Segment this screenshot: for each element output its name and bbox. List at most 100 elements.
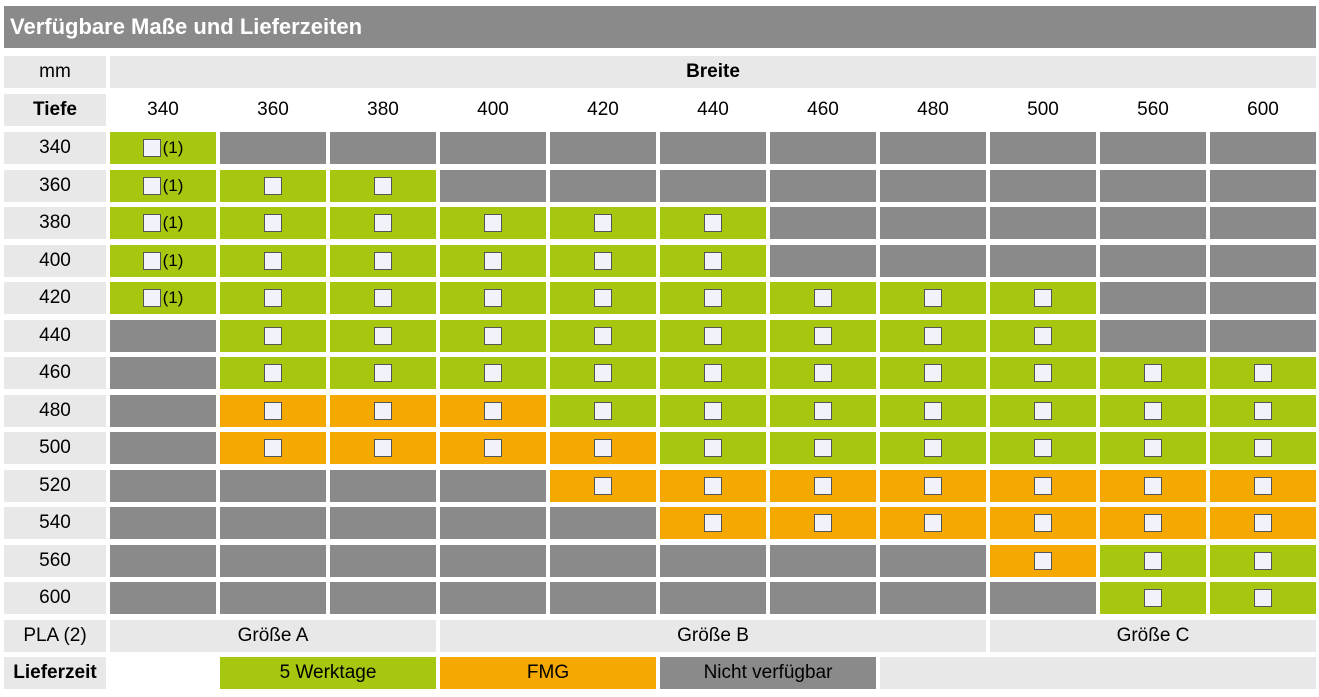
availability-checkbox[interactable] <box>704 364 722 382</box>
availability-checkbox[interactable] <box>374 214 392 232</box>
availability-checkbox[interactable] <box>924 439 942 457</box>
availability-checkbox[interactable] <box>1034 401 1052 420</box>
availability-checkbox[interactable] <box>1034 364 1052 382</box>
availability-checkbox[interactable] <box>1034 551 1052 570</box>
cell-420x600 <box>1210 282 1316 314</box>
availability-checkbox[interactable] <box>704 214 722 232</box>
availability-checkbox[interactable] <box>374 401 392 420</box>
availability-checkbox[interactable] <box>374 326 392 345</box>
availability-checkbox[interactable] <box>264 401 282 420</box>
availability-checkbox[interactable] <box>264 326 282 345</box>
availability-checkbox[interactable] <box>142 139 161 157</box>
availability-checkbox[interactable] <box>594 214 612 232</box>
availability-checkbox[interactable] <box>594 476 612 495</box>
availability-checkbox[interactable] <box>594 289 612 307</box>
cell-560x480 <box>880 544 986 577</box>
availability-checkbox[interactable] <box>594 364 612 382</box>
availability-checkbox[interactable] <box>484 289 502 307</box>
availability-checkbox[interactable] <box>1254 401 1272 420</box>
availability-checkbox[interactable] <box>924 289 942 307</box>
availability-checkbox[interactable] <box>374 176 392 195</box>
cell-500x440 <box>660 432 766 464</box>
availability-checkbox[interactable] <box>1144 364 1162 382</box>
availability-checkbox[interactable] <box>484 251 502 270</box>
availability-checkbox[interactable] <box>484 401 502 420</box>
availability-checkbox[interactable] <box>264 251 282 270</box>
availability-checkbox[interactable] <box>814 439 832 457</box>
availability-checkbox[interactable] <box>374 289 392 307</box>
availability-checkbox[interactable] <box>814 514 832 532</box>
availability-checkbox[interactable] <box>704 476 722 495</box>
availability-checkbox[interactable] <box>704 251 722 270</box>
availability-checkbox[interactable] <box>704 514 722 532</box>
cell-440x480 <box>880 319 986 352</box>
availability-checkbox[interactable] <box>1034 514 1052 532</box>
availability-checkbox[interactable] <box>484 326 502 345</box>
availability-checkbox[interactable] <box>374 364 392 382</box>
availability-checkbox[interactable] <box>142 251 161 270</box>
availability-checkbox[interactable] <box>924 401 942 420</box>
availability-checkbox[interactable] <box>374 251 392 270</box>
availability-checkbox[interactable] <box>142 214 161 232</box>
availability-checkbox[interactable] <box>594 401 612 420</box>
availability-checkbox[interactable] <box>1144 589 1162 607</box>
cell-400x340: (1) <box>110 244 216 277</box>
availability-checkbox[interactable] <box>704 401 722 420</box>
availability-checkbox[interactable] <box>484 214 502 232</box>
availability-checkbox[interactable] <box>1254 476 1272 495</box>
availability-checkbox[interactable] <box>264 289 282 307</box>
availability-checkbox[interactable] <box>1254 589 1272 607</box>
availability-checkbox[interactable] <box>264 214 282 232</box>
availability-checkbox[interactable] <box>484 364 502 382</box>
cell-400x360 <box>220 244 326 277</box>
availability-checkbox[interactable] <box>374 439 392 457</box>
availability-checkbox[interactable] <box>1034 326 1052 345</box>
availability-checkbox[interactable] <box>594 251 612 270</box>
availability-checkbox[interactable] <box>1254 364 1272 382</box>
availability-checkbox[interactable] <box>1034 439 1052 457</box>
availability-checkbox[interactable] <box>1144 476 1162 495</box>
availability-checkbox[interactable] <box>704 289 722 307</box>
availability-checkbox[interactable] <box>924 476 942 495</box>
availability-checkbox[interactable] <box>1254 514 1272 532</box>
cell-400x380 <box>330 244 436 277</box>
availability-checkbox[interactable] <box>1144 551 1162 570</box>
availability-checkbox[interactable] <box>814 401 832 420</box>
availability-checkbox[interactable] <box>704 326 722 345</box>
availability-checkbox[interactable] <box>814 289 832 307</box>
cell-480x440 <box>660 394 766 427</box>
cell-600x600 <box>1210 582 1316 614</box>
availability-checkbox[interactable] <box>264 439 282 457</box>
availability-checkbox[interactable] <box>1254 551 1272 570</box>
availability-checkbox[interactable] <box>814 326 832 345</box>
availability-checkbox[interactable] <box>814 364 832 382</box>
availability-checkbox[interactable] <box>1144 439 1162 457</box>
availability-checkbox[interactable] <box>1144 401 1162 420</box>
depth-label: 360 <box>4 169 106 202</box>
cell-460x440 <box>660 357 766 389</box>
availability-checkbox[interactable] <box>924 364 942 382</box>
footnote-marker: (1) <box>162 213 184 232</box>
availability-checkbox[interactable] <box>594 439 612 457</box>
availability-checkbox[interactable] <box>142 289 161 307</box>
availability-checkbox[interactable] <box>1254 439 1272 457</box>
availability-checkbox[interactable] <box>142 176 161 195</box>
cell-480x480 <box>880 394 986 427</box>
availability-checkbox[interactable] <box>484 439 502 457</box>
legend-item-2: Nicht verfügbar <box>660 657 876 689</box>
availability-checkbox[interactable] <box>594 326 612 345</box>
availability-checkbox[interactable] <box>1034 476 1052 495</box>
availability-checkbox[interactable] <box>1144 514 1162 532</box>
availability-checkbox[interactable] <box>704 439 722 457</box>
availability-checkbox[interactable] <box>1034 289 1052 307</box>
availability-checkbox[interactable] <box>264 364 282 382</box>
cell-440x340 <box>110 319 216 352</box>
availability-checkbox[interactable] <box>924 326 942 345</box>
cell-380x480 <box>880 207 986 239</box>
availability-checkbox[interactable] <box>924 514 942 532</box>
availability-checkbox[interactable] <box>264 176 282 195</box>
cell-520x420 <box>550 469 656 502</box>
width-header-420: 420 <box>550 94 656 126</box>
availability-checkbox[interactable] <box>814 476 832 495</box>
cell-540x460 <box>770 507 876 539</box>
